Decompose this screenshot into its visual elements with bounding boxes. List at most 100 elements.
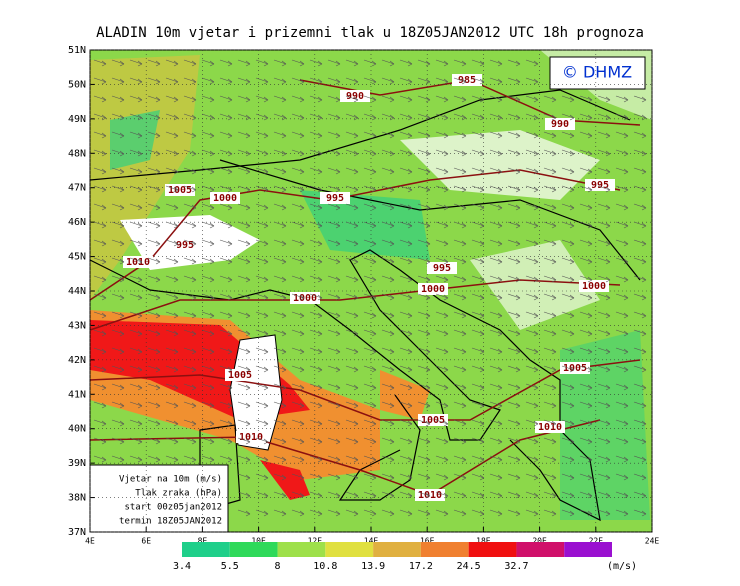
isobar-label-bg	[340, 90, 370, 102]
wind-arrow	[489, 257, 503, 265]
wind-arrow	[561, 257, 575, 265]
wind-arrow	[165, 149, 179, 157]
wind-arrow	[507, 167, 521, 175]
wind-arrow	[219, 95, 233, 103]
wind-arrow	[579, 455, 593, 463]
wind-arrow	[453, 473, 467, 481]
wind-arrow	[273, 365, 287, 373]
wind-arrow	[255, 383, 269, 391]
wind-arrow	[255, 59, 269, 67]
wind-arrow	[633, 131, 647, 139]
wind-arrow	[201, 131, 215, 139]
wind-arrow	[93, 347, 107, 355]
wind-arrow	[327, 293, 341, 301]
isobar-label-bg	[170, 239, 200, 251]
wind-arrow	[561, 347, 575, 355]
lon-label: 22E	[589, 537, 604, 546]
wind-arrow	[525, 257, 539, 265]
wind-arrow	[597, 221, 611, 229]
wind-arrow	[111, 293, 125, 301]
wind-arrow	[597, 509, 611, 517]
wind-arrow	[435, 275, 449, 283]
info-box	[89, 464, 229, 533]
isobar-label: 1010	[538, 422, 562, 433]
wind-arrow	[633, 365, 647, 373]
wind-arrow	[561, 95, 575, 103]
wind-arrow	[237, 347, 251, 355]
wind-arrow	[309, 131, 323, 139]
wind-arrow	[273, 455, 287, 463]
wind-arrow	[489, 275, 503, 283]
wind-arrow	[579, 275, 593, 283]
wind-arrow	[597, 95, 611, 103]
wind-arrow	[345, 347, 359, 355]
colorbar-swatch	[325, 542, 374, 557]
title: ALADIN 10m vjetar i prizemni tlak u 18Z0…	[96, 25, 644, 41]
wind-arrow	[93, 95, 107, 103]
wind-arrow	[165, 401, 179, 409]
wind-arrow	[507, 149, 521, 157]
wind-arrow	[417, 455, 431, 463]
wind-arrow	[633, 203, 647, 211]
wind-arrow	[183, 311, 197, 319]
wind-arrow	[111, 347, 125, 355]
wind-arrow	[453, 239, 467, 247]
wind-arrow	[147, 419, 161, 427]
info-line: Tlak zraka (hPa)	[135, 489, 222, 499]
wind-arrow	[417, 473, 431, 481]
wind-arrow	[201, 185, 215, 193]
isobar-label-bg	[418, 414, 448, 426]
wind-arrow	[255, 239, 269, 247]
wind-arrow	[579, 347, 593, 355]
wind-arrow	[381, 275, 395, 283]
wind-arrow	[417, 419, 431, 427]
wind-arrow	[561, 311, 575, 319]
wind-arrow	[219, 149, 233, 157]
wind-arrow	[291, 419, 305, 427]
wind-arrow	[543, 311, 557, 319]
wind-arrow	[219, 221, 233, 229]
wind-arrow	[525, 293, 539, 301]
wind-arrow	[615, 131, 629, 139]
wind-arrow	[363, 455, 377, 463]
wind-arrow	[183, 347, 197, 355]
wind-arrow	[543, 131, 557, 139]
logo: © DHMZ	[562, 63, 632, 82]
wind-arrow	[363, 149, 377, 157]
wind-arrow	[219, 311, 233, 319]
wind-arrow	[399, 365, 413, 373]
wind-arrow	[255, 293, 269, 301]
wind-arrow	[381, 437, 395, 445]
wind-arrow	[507, 437, 521, 445]
wind-arrow	[381, 239, 395, 247]
wind-arrow	[597, 437, 611, 445]
wind-arrow	[471, 311, 485, 319]
wind-arrow	[471, 257, 485, 265]
wind-arrow	[543, 383, 557, 391]
wind-arrow	[435, 329, 449, 337]
wind-arrow	[417, 491, 431, 499]
isobar-label-bg	[452, 74, 482, 86]
wind-arrow	[183, 239, 197, 247]
wind-arrow	[165, 239, 179, 247]
wind-arrow	[147, 59, 161, 67]
wind-arrow	[237, 167, 251, 175]
wind-arrow	[435, 59, 449, 67]
wind-arrow	[507, 113, 521, 121]
wind-arrow	[327, 491, 341, 499]
wind-arrow	[327, 167, 341, 175]
wind-arrow	[219, 275, 233, 283]
wind-arrow	[111, 185, 125, 193]
wind-arrow	[273, 113, 287, 121]
wind-arrow	[291, 311, 305, 319]
wind-arrow	[399, 275, 413, 283]
wind-arrow	[633, 491, 647, 499]
wind-arrow	[111, 401, 125, 409]
wind-arrow	[381, 203, 395, 211]
wind-arrow	[543, 491, 557, 499]
wind-arrow	[345, 167, 359, 175]
wind-arrow	[633, 113, 647, 121]
wind-arrow	[471, 437, 485, 445]
wind-arrow	[489, 59, 503, 67]
wind-arrow	[309, 167, 323, 175]
